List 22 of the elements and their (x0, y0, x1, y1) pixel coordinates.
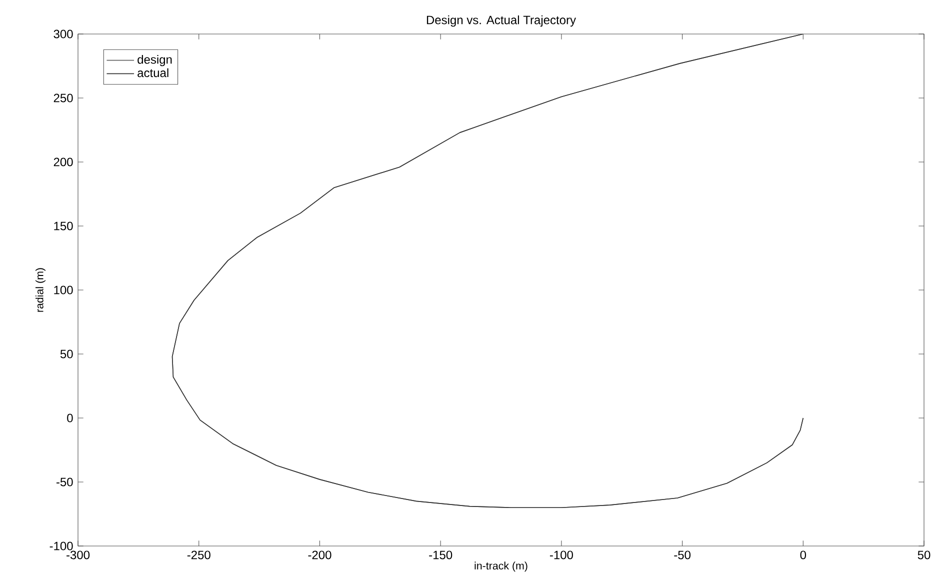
legend-label: design (138, 54, 172, 66)
x-tick-label: -100 (550, 550, 573, 560)
x-axis-title: in-track (m) (474, 562, 528, 572)
y-tick-label: 50 (60, 350, 73, 358)
y-tick-label: 150 (54, 222, 73, 230)
y-tick-label: 250 (54, 94, 73, 102)
y-axis-title: radial (m) (36, 268, 46, 312)
y-tick-label: -50 (56, 478, 73, 486)
y-tick-label: -100 (50, 542, 73, 550)
chart-title: Design vs. Actual Trajectory (426, 15, 576, 27)
x-tick-label: -200 (308, 550, 332, 560)
x-tick-label: -250 (187, 550, 210, 560)
x-tick-label: -150 (429, 550, 452, 560)
y-tick-label: 100 (54, 286, 73, 294)
x-tick-label: 50 (918, 550, 930, 560)
legend-label: actual (138, 68, 168, 78)
y-tick-label: 0 (67, 414, 73, 422)
x-tick-label: -300 (66, 550, 90, 560)
y-tick-label: 200 (54, 158, 73, 166)
x-tick-label: 0 (800, 550, 806, 560)
y-tick-label: 300 (54, 30, 73, 38)
x-tick-label: -50 (674, 550, 690, 560)
